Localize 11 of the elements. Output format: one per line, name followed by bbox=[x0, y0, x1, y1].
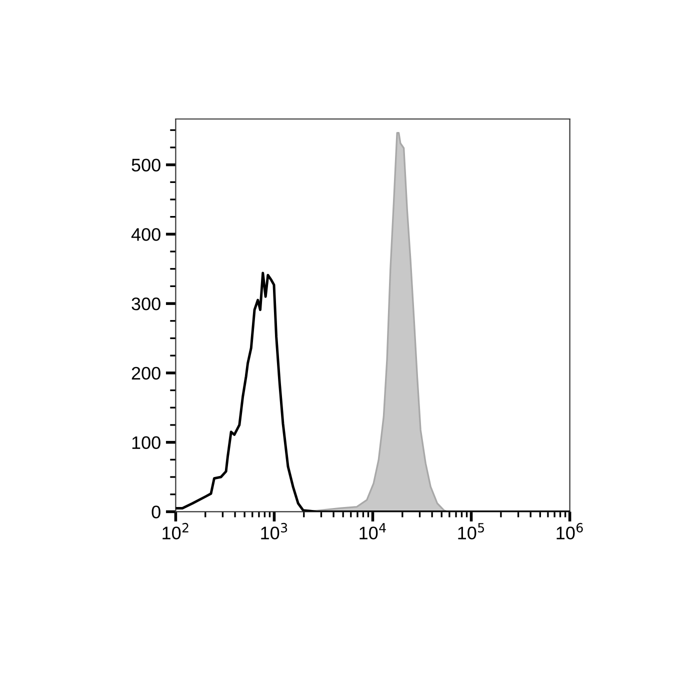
y-tick-label: 100 bbox=[132, 436, 160, 450]
y-tick-label: 500 bbox=[132, 158, 160, 172]
y-tick-label: 200 bbox=[132, 366, 160, 380]
x-tick-label: 10$^{5}$ bbox=[458, 523, 484, 540]
x-tick-label: 10$^{2}$ bbox=[162, 522, 188, 540]
y-tick-label: 0 bbox=[152, 506, 160, 518]
x-tick-label: 10$^{3}$ bbox=[261, 522, 288, 540]
y-tick-label: 400 bbox=[131, 228, 160, 241]
y-tick-label: 300 bbox=[132, 297, 160, 310]
x-tick-label: 10$^{6}$ bbox=[556, 522, 583, 540]
x-tick-label: 10$^{4}$ bbox=[360, 523, 386, 540]
